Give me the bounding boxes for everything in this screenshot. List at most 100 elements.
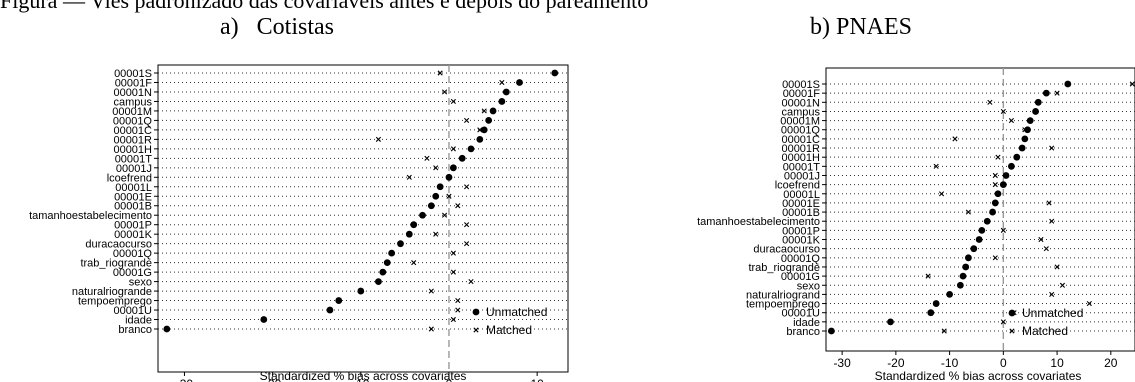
matched-point [1086,300,1092,307]
unmatched-point [410,221,418,229]
unmatched-point [445,173,453,181]
matched-point [477,127,483,133]
unmatched-point [419,211,426,219]
matched-point [441,212,448,218]
covariate-label: branco [786,326,820,338]
matched-point [437,70,443,76]
covariate-label: duracaocurso [85,239,152,251]
covariate-label: idade [793,317,820,329]
covariate-label: sexo [797,280,820,292]
unmatched-point [1021,135,1029,143]
covariate-label: campus [113,96,152,108]
covariate-label: 00001T [115,153,153,165]
figure-caption-fragment: Figura — Viés padronizado das covariávei… [0,0,649,13]
matched-point [1054,90,1060,96]
matched-point [450,146,456,152]
matched-point [464,222,470,228]
unmatched-point [458,154,466,162]
covariate-label: tempoemprego [746,299,820,311]
matched-point [1129,81,1135,87]
unmatched-point [970,245,978,253]
unmatched-point [502,88,510,96]
unmatched-point [965,254,972,262]
covariate-label: naturalriogrand [746,289,820,301]
plot-frame-0 [157,64,569,373]
matched-point [428,326,434,332]
unmatched-point [163,325,171,333]
covariate-label: idade [125,315,152,327]
covariate-label: 00001B [114,201,152,213]
matched-point [450,316,456,323]
matched-point [450,98,456,105]
covariate-label: 00001K [782,235,821,247]
legend-unmatched-label: Unmatched [486,305,547,319]
covariate-label: 00001E [782,198,820,210]
matched-point [995,154,1001,160]
covariate-label: 00001M [112,106,152,118]
matched-point [992,182,998,188]
matched-point [499,79,505,86]
covariate-label: 00001E [114,191,152,203]
covariate-label: 00001T [783,161,821,173]
legend-unmatched-label: Unmatched [1022,306,1083,320]
unmatched-point [1042,89,1050,97]
covariate-label: 00001P [114,220,152,232]
matched-point [375,136,382,142]
matched-point [406,174,412,180]
covariate-label: 00001H [781,152,820,164]
covariate-label: 00001Q [113,248,153,260]
covariate-label: 00001K [114,229,153,241]
covariate-label: 00001S [114,68,152,80]
covariate-label: 00001F [783,88,821,100]
legend-unmatched-marker [1008,309,1016,317]
matched-point [464,117,470,123]
panel-b-title: b) PNAES [810,14,912,41]
matched-point [952,136,958,142]
matched-point [1043,246,1049,252]
unmatched-point [436,183,444,191]
unmatched-point [375,278,382,285]
unmatched-point [959,272,967,280]
matched-point [992,172,998,179]
x-tick-label: 10 [1050,356,1064,370]
unmatched-point [405,230,413,238]
matched-point [925,273,931,279]
covariate-label: sexo [129,277,152,289]
unmatched-point [427,202,435,210]
x-tick-label: 0 [446,377,453,382]
matched-point [450,269,456,275]
covariate-label: 00001R [113,134,152,146]
matched-point [1059,282,1066,288]
x-tick-label: 20 [1104,356,1118,370]
covariate-label: 00001C [781,134,820,146]
covariate-label: 00001Q [781,125,821,137]
matched-point [1008,118,1014,124]
matched-point [455,307,461,313]
unmatched-point [467,145,475,153]
matched-point [1000,227,1006,233]
unmatched-point [432,192,440,200]
covariate-label: campus [781,106,820,118]
panel-a-label: a) [220,14,239,40]
panel-a-title: a) Cotistas [220,14,334,41]
matched-point [938,191,945,197]
covariate-label: 00001N [781,97,820,109]
matched-point [965,209,971,215]
matched-point [1022,127,1028,133]
covariate-label: 00001M [780,116,820,128]
unmatched-point [516,79,523,86]
unmatched-point [962,263,970,271]
matched-point [481,108,487,114]
covariate-label: 00001N [113,87,152,99]
covariate-label: 00001B [782,207,820,219]
covariate-label: lcoefrend [775,180,820,192]
unmatched-point [551,69,559,77]
panel-a-name: Cotistas [256,14,334,40]
unmatched-point [994,190,1002,198]
unmatched-point [335,297,343,304]
x-tick-label: 10 [530,377,544,382]
covariate-label: 00001J [116,163,152,175]
matched-point [441,89,448,95]
unmatched-point [1018,144,1026,152]
